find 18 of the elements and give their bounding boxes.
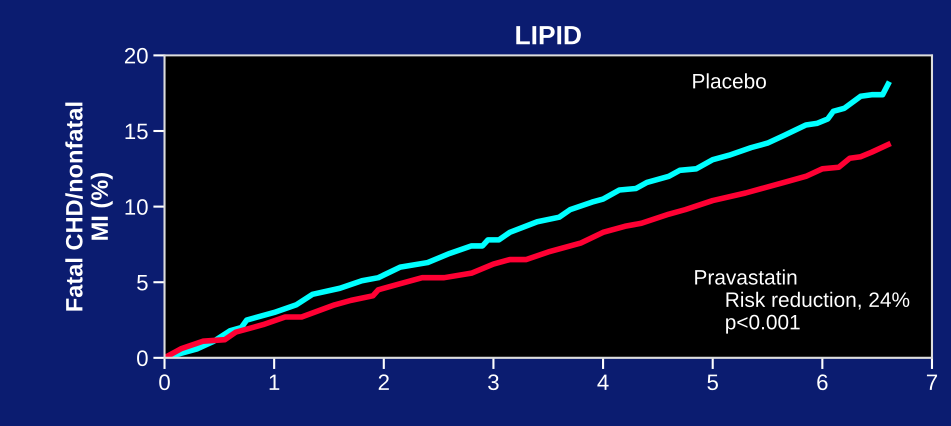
text: Pravastatin [695, 269, 796, 285]
y-tick-label: 0 [137, 350, 148, 366]
y-tick-label: 10 [126, 199, 148, 215]
x-tick-label: 3 [488, 374, 499, 390]
y-axis-title: Fatal CHD/nonfatal MI (%) [65, 102, 113, 311]
y-tick-label: 20 [124, 48, 148, 64]
y-tick-label: 5 [137, 274, 148, 290]
x-tick-label: 4 [597, 374, 609, 390]
text: Placebo [693, 73, 766, 89]
x-tick-label: 1 [270, 374, 280, 390]
annotation: Risk reduction, 24% p<0.001 [726, 292, 910, 334]
x-tick-label: 5 [707, 374, 718, 390]
x-tick-label: 6 [817, 374, 828, 390]
chart-title: LIPID [516, 26, 581, 44]
x-tick-label: 7 [926, 374, 938, 390]
x-tick-label: 0 [159, 374, 170, 390]
x-tick-label: 2 [378, 374, 389, 390]
y-tick-label: 15 [126, 124, 148, 140]
